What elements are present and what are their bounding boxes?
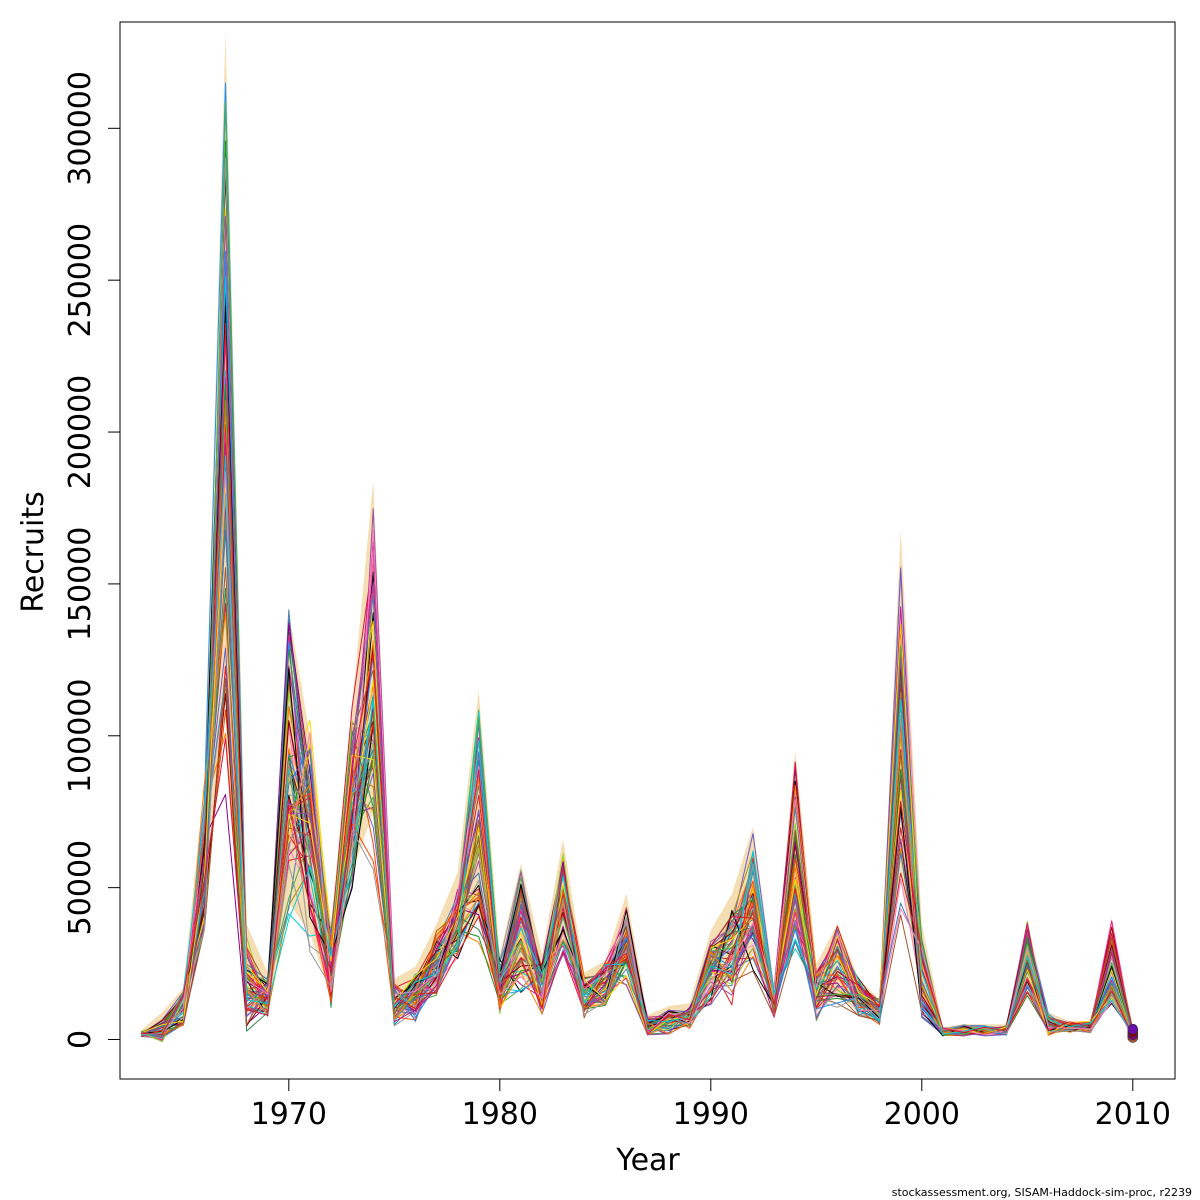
- series-line: [141, 215, 1134, 1038]
- endpoint-markers-layer: [1127, 1023, 1139, 1043]
- credit-text: stockassessment.org, SISAM-Haddock-sim-p…: [892, 1186, 1192, 1199]
- y-tick-label: 100000: [63, 679, 98, 794]
- x-tick-label: 1990: [673, 1097, 749, 1132]
- x-axis-label: Year: [615, 1143, 680, 1178]
- y-axis: 0 50000 100000 150000 200000 250000 300000: [63, 71, 121, 1049]
- series-line: [141, 654, 1134, 1037]
- y-tick-label: 200000: [63, 375, 98, 490]
- series-line: [141, 678, 1134, 1037]
- x-tick-label: 1970: [251, 1097, 327, 1132]
- x-tick-label: 1980: [462, 1097, 538, 1132]
- y-tick-label: 0: [63, 1030, 98, 1049]
- y-tick-label: 150000: [63, 527, 98, 642]
- series-lines-layer: [140, 82, 1134, 1043]
- y-tick-label: 250000: [63, 223, 98, 338]
- y-tick-label: 300000: [63, 71, 98, 186]
- x-axis: 1970 1980 1990 2000 2010: [251, 1078, 1171, 1132]
- y-axis-label: Recruits: [16, 491, 51, 613]
- y-tick-label: 50000: [63, 840, 98, 935]
- x-tick-label: 2000: [884, 1097, 960, 1132]
- endpoint-marker: [1127, 1023, 1139, 1035]
- x-tick-label: 2010: [1095, 1097, 1171, 1132]
- series-line: [141, 493, 1134, 1035]
